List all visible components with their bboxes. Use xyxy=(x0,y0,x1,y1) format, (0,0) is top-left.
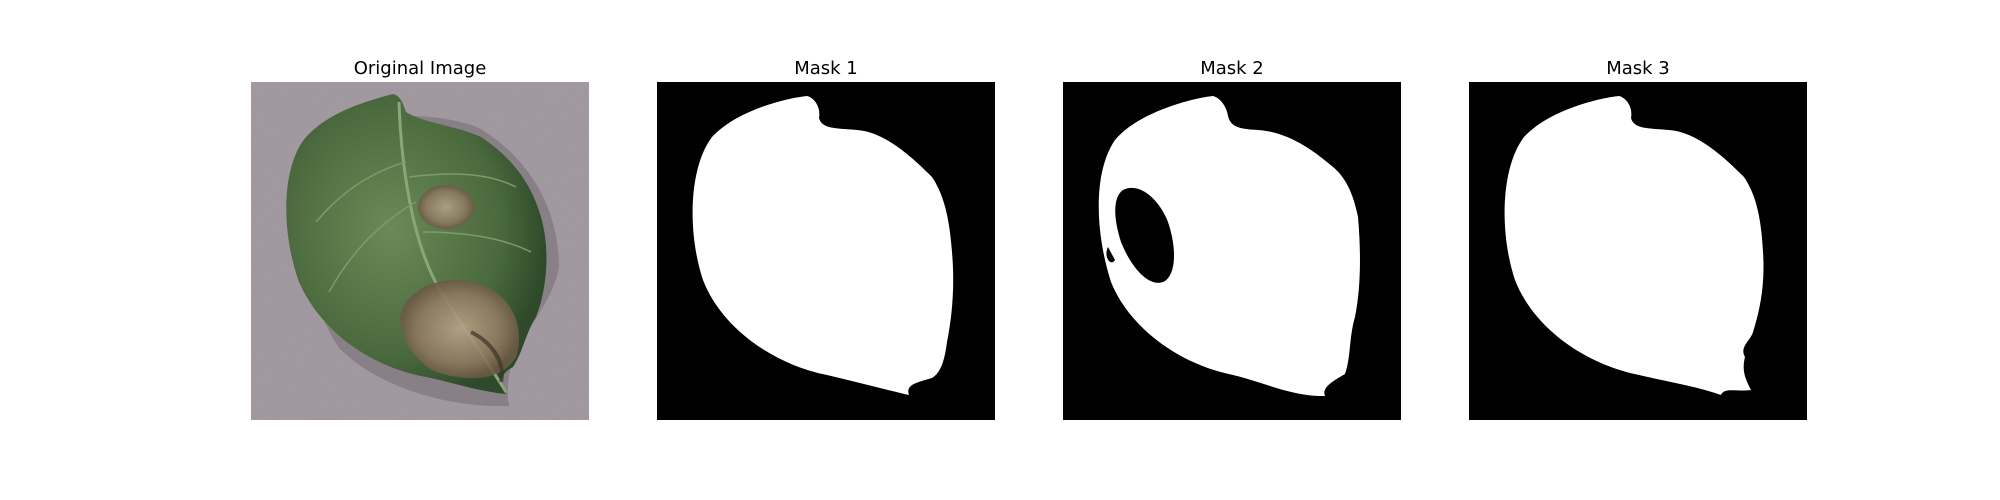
mask-2-image xyxy=(1063,82,1401,420)
panel-original-image: Original Image xyxy=(251,56,589,420)
mask-3-image xyxy=(1469,82,1807,420)
panel-mask-1: Mask 1 xyxy=(657,56,995,420)
panel-title: Mask 2 xyxy=(1200,58,1264,79)
panel-title: Mask 3 xyxy=(1606,58,1670,79)
panel-mask-3: Mask 3 xyxy=(1469,56,1807,420)
panel-title: Original Image xyxy=(353,58,487,79)
panel-mask-2: Mask 2 xyxy=(1063,56,1401,420)
mask-1-image xyxy=(657,82,995,420)
original-leaf-image xyxy=(251,82,589,420)
panel-title: Mask 1 xyxy=(794,58,858,79)
